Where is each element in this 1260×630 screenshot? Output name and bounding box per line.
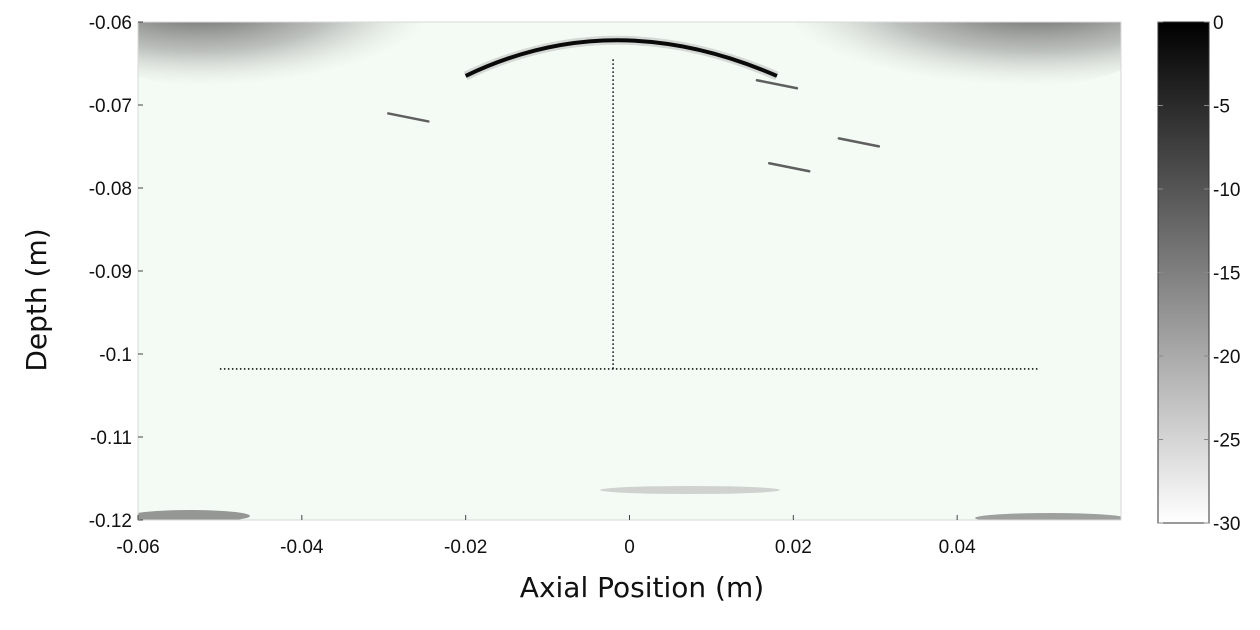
y-tick-label: -0.08: [89, 179, 132, 200]
colorbar-tick-label: -10: [1213, 180, 1240, 201]
arc-reflector: [464, 38, 778, 78]
x-tick-label: 0.04: [939, 537, 976, 558]
colorbar-tick-label: -5: [1213, 97, 1230, 118]
x-tick-label: 0: [624, 537, 635, 558]
top-right-artifact: [795, 22, 1121, 92]
x-axis-label: Axial Position (m): [520, 571, 764, 604]
small-reflector: [767, 162, 811, 173]
y-tick-label: -0.12: [89, 511, 132, 532]
y-tick-label: -0.07: [89, 96, 132, 117]
y-tick-label: -0.1: [99, 345, 132, 366]
colorbar-tick-label: -20: [1213, 347, 1240, 368]
y-tick-label: -0.11: [90, 428, 132, 449]
bottom-right-artifact: [975, 513, 1121, 520]
plot-area: [138, 22, 1121, 520]
y-axis-label: Depth (m): [20, 228, 53, 371]
x-tick-label: -0.06: [116, 537, 159, 558]
artifact-group: [138, 22, 1121, 520]
small-reflector: [837, 137, 881, 148]
small-reflector: [755, 79, 799, 90]
y-tick-label: -0.06: [89, 13, 132, 34]
bottom-faint-artifact: [600, 486, 780, 494]
bottom-left-artifact: [138, 510, 250, 520]
x-tick-label: 0.02: [775, 537, 812, 558]
colorbar: [1157, 21, 1210, 524]
y-tick-label: -0.09: [89, 262, 132, 283]
colorbar-tick-label: -25: [1213, 431, 1240, 452]
top-left-artifact: [138, 22, 420, 92]
small-reflector: [387, 112, 430, 123]
colorbar-tick-label: -30: [1213, 514, 1240, 535]
x-tick-label: -0.04: [280, 537, 324, 558]
colorbar-tick-label: 0: [1213, 13, 1224, 34]
x-tick-label: -0.02: [444, 537, 487, 558]
colorbar-tick-label: -15: [1213, 264, 1240, 285]
